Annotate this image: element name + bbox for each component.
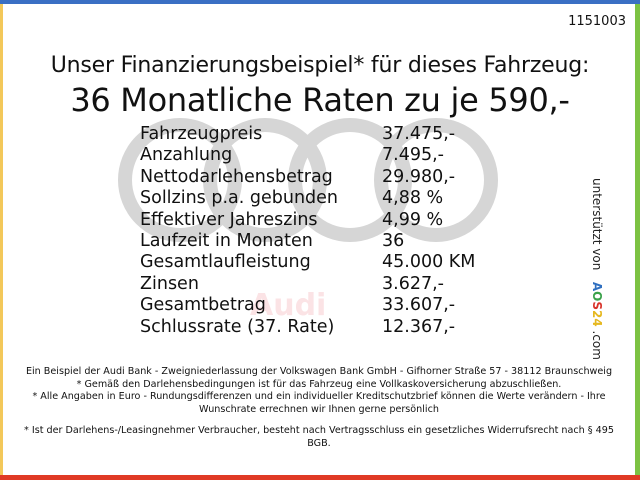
audi-wordmark-watermark: Audi (250, 288, 327, 323)
row-label: Effektiver Jahreszins (140, 209, 318, 230)
ring-3 (288, 118, 412, 242)
ring-4 (374, 118, 498, 242)
monthly-rate-headline: 36 Monatliche Raten zu je 590,- (70, 81, 570, 119)
table-row: Nettodarlehensbetrag 29.980,- (140, 167, 500, 188)
table-row: Anzahlung 7.495,- (140, 145, 500, 166)
footer-bank-info: Ein Beispiel der Audi Bank - Zweignieder… (25, 366, 613, 377)
table-row: Fahrzeugpreis 37.475,- (140, 124, 500, 145)
row-label: Zinsen (140, 273, 199, 294)
footer-note: * Ist der Darlehens-/Leasingnehmer Verbr… (24, 425, 614, 449)
sponsor-domain: .com (590, 330, 604, 360)
table-row: Sollzins p.a. gebunden 4,88 % (140, 188, 500, 209)
finance-table: Fahrzeugpreis 37.475,- Anzahlung 7.495,- N… (140, 124, 500, 338)
sponsor-text: unterstützt von (590, 178, 604, 271)
row-label: Schlussrate (37. Rate) (140, 316, 335, 337)
footer-note: * Gemäß den Darlehensbedingungen ist für… (76, 378, 562, 390)
bottom-border (0, 475, 640, 480)
table-row: Gesamtbetrag 33.607,- (140, 295, 500, 316)
row-label: Anzahlung (140, 145, 233, 166)
row-label: Fahrzeugpreis (140, 124, 263, 144)
footer-note: * Alle Angaben in Euro - Rundungsdiffere… (32, 391, 606, 415)
row-value: 45.000 KM (382, 252, 476, 273)
ring-2 (203, 118, 327, 242)
row-value: 33.607,- (382, 295, 456, 316)
left-border (0, 4, 3, 475)
row-value: 4,88 % (382, 188, 444, 209)
sponsor-credit: unterstützt von AOS24 .com (590, 178, 604, 360)
row-label: Laufzeit in Monaten (140, 230, 313, 251)
ring-1 (118, 118, 242, 242)
reference-number: 1151003 (568, 14, 626, 29)
row-label: Nettodarlehensbetrag (140, 166, 333, 187)
table-row: Effektiver Jahreszins 4,99 % (140, 210, 500, 231)
row-value: 37.475,- (382, 124, 456, 144)
row-value: 12.367,- (382, 316, 456, 337)
table-row: Zinsen 3.627,- (140, 274, 500, 295)
row-value: 7.495,- (382, 145, 444, 166)
aos24-logo: AOS24 (590, 281, 604, 327)
headline: Unser Finanzierungsbeispiel* für dieses … (50, 53, 590, 78)
row-label: Sollzins p.a. gebunden (140, 188, 339, 209)
row-value: 29.980,- (382, 166, 456, 187)
table-row: Schlussrate (37. Rate) 12.367,- (140, 317, 500, 338)
row-label: Gesamtbetrag (140, 295, 266, 316)
right-border (635, 4, 640, 475)
table-row: Gesamtlaufleistung 45.000 KM (140, 252, 500, 273)
table-row: Laufzeit in Monaten 36 (140, 231, 500, 252)
row-label: Gesamtlaufleistung (140, 252, 311, 273)
row-value: 36 (382, 230, 405, 251)
row-value: 4,99 % (382, 209, 444, 230)
row-value: 3.627,- (382, 273, 444, 294)
legal-footer: Ein Beispiel der Audi Bank - Zweignieder… (20, 366, 618, 451)
top-border (0, 0, 640, 4)
